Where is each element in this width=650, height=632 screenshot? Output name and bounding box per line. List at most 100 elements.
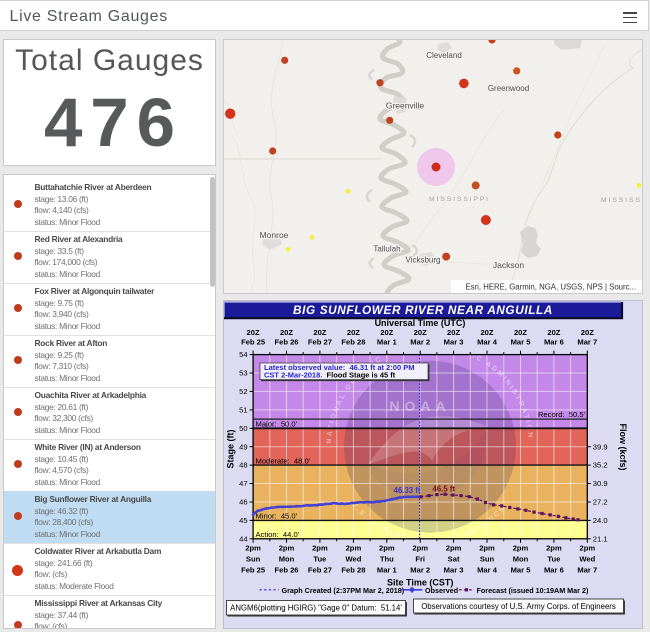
svg-text:20Z: 20Z [313,328,326,337]
svg-text:Mar 7: Mar 7 [577,566,597,575]
svg-text:46.5 ft: 46.5 ft [433,485,456,494]
svg-text:20Z: 20Z [480,328,493,337]
svg-text:2pm: 2pm [513,544,529,553]
svg-text:Moderate: 48.0': Moderate: 48.0' [256,456,311,465]
svg-text:Graph Created (2:37PM Mar 2, 2: Graph Created (2:37PM Mar 2, 2018) [282,586,405,595]
svg-text:Record: 50.5': Record: 50.5' [538,410,586,419]
svg-text:20Z: 20Z [547,328,560,337]
svg-text:Greenwood: Greenwood [488,84,529,93]
svg-text:Vicksburg: Vicksburg [406,256,441,265]
svg-text:52: 52 [239,387,247,396]
svg-text:54: 54 [239,350,247,359]
svg-text:Monroe: Monroe [260,230,289,240]
svg-text:Mon: Mon [513,555,529,564]
svg-text:Latest observed value: 46.31: Latest observed value: 46.31 ft at 2:00 … [264,363,414,372]
svg-text:39.9: 39.9 [593,442,608,451]
svg-text:2pm: 2pm [546,544,562,553]
svg-text:M I S S I S S I P P I: M I S S I S S I P P I [601,197,642,204]
svg-text:Observations courtesy of U.S.: Observations courtesy of U.S. Army Corps… [421,602,616,611]
svg-text:Fri: Fri [415,555,425,564]
svg-text:20Z: 20Z [380,328,393,337]
svg-text:Wed: Wed [579,555,595,564]
svg-text:Mon: Mon [279,555,295,564]
svg-text:CST 2-Mar-2018. Flood Stage i: CST 2-Mar-2018. Flood Stage is 45 ft [264,370,396,379]
svg-text:Sun: Sun [480,555,495,564]
svg-text:Observed: Observed [425,586,458,595]
svg-text:Mar 2: Mar 2 [410,566,430,575]
svg-text:Mar 3: Mar 3 [444,566,464,575]
svg-text:Mar 1: Mar 1 [377,338,398,347]
svg-text:49: 49 [239,442,247,451]
svg-text:Universal Time (UTC): Universal Time (UTC) [375,318,466,328]
svg-text:Feb 26: Feb 26 [274,338,298,347]
svg-text:50: 50 [239,424,247,433]
svg-text:20Z: 20Z [447,328,460,337]
svg-text:Esri, HERE, Garmin, NGA, USGS,: Esri, HERE, Garmin, NGA, USGS, NPS | Sou… [465,283,636,292]
svg-text:Feb 27: Feb 27 [308,338,332,347]
svg-text:Feb 26: Feb 26 [274,566,298,575]
svg-text:30.9: 30.9 [593,479,608,488]
svg-text:20Z: 20Z [414,328,427,337]
svg-text:Cleveland: Cleveland [426,51,462,60]
svg-text:Mar 3: Mar 3 [444,338,464,347]
svg-text:20Z: 20Z [581,328,594,337]
svg-text:48: 48 [239,461,247,470]
svg-text:Feb 28: Feb 28 [341,338,365,347]
svg-text:2pm: 2pm [312,544,328,553]
svg-text:20Z: 20Z [514,328,527,337]
svg-text:Minor: 45.0': Minor: 45.0' [256,512,298,521]
svg-text:53: 53 [239,369,247,378]
svg-text:Mar 7: Mar 7 [577,338,597,347]
svg-text:Mar 2: Mar 2 [410,338,430,347]
svg-text:46: 46 [239,498,247,507]
svg-text:2pm: 2pm [379,544,395,553]
svg-text:Wed: Wed [345,555,361,564]
svg-text:Major: 50.0': Major: 50.0' [256,420,298,429]
svg-text:Thu: Thu [380,555,394,564]
svg-text:Sun: Sun [246,555,261,564]
svg-text:2pm: 2pm [279,544,295,553]
svg-text:Tue: Tue [313,555,326,564]
svg-text:Mar 4: Mar 4 [477,566,498,575]
svg-text:21.1: 21.1 [593,534,608,543]
svg-text:Mar 1: Mar 1 [377,566,398,575]
svg-text:51: 51 [239,406,247,415]
svg-text:27.2: 27.2 [593,498,608,507]
svg-text:Mar 6: Mar 6 [544,338,564,347]
svg-text:Stage (ft): Stage (ft) [226,430,236,469]
svg-text:20Z: 20Z [280,328,293,337]
svg-text:M I S S I S S I P P I: M I S S I S S I P P I [429,196,488,203]
svg-text:Mar 5: Mar 5 [511,338,532,347]
svg-text:Feb 25: Feb 25 [241,338,266,347]
svg-text:2pm: 2pm [579,544,595,553]
svg-text:Mar 4: Mar 4 [477,338,498,347]
svg-text:ANGM6(plotting HGIRG) "Gage 0": ANGM6(plotting HGIRG) "Gage 0" Datum: 51… [230,604,402,613]
svg-text:35.2: 35.2 [593,461,608,470]
svg-text:Tallulah: Tallulah [373,245,400,254]
svg-text:Flow (kcfs): Flow (kcfs) [618,423,628,470]
svg-text:Sat: Sat [448,555,460,564]
svg-text:Tue: Tue [547,555,560,564]
svg-text:2pm: 2pm [412,544,428,553]
svg-text:Jackson: Jackson [493,260,524,270]
svg-text:Forecast (issued 10:19AM Mar 2: Forecast (issued 10:19AM Mar 2) [477,586,589,595]
svg-text:20Z: 20Z [247,328,260,337]
svg-text:Action: 44.0': Action: 44.0' [256,530,300,539]
svg-text:Feb 25: Feb 25 [241,566,266,575]
svg-text:47: 47 [239,479,247,488]
svg-text:Mar 5: Mar 5 [511,566,532,575]
svg-text:2pm: 2pm [346,544,362,553]
svg-text:45: 45 [239,516,247,525]
svg-text:Site Time (CST): Site Time (CST) [387,578,453,588]
svg-text:Feb 28: Feb 28 [341,566,365,575]
svg-text:24.0: 24.0 [593,516,608,525]
svg-text:46.33 ft: 46.33 ft [394,486,421,495]
svg-text:20Z: 20Z [347,328,360,337]
svg-text:BIG SUNFLOWER RIVER NEAR ANGUI: BIG SUNFLOWER RIVER NEAR ANGUILLA [293,303,553,317]
svg-text:Mar 6: Mar 6 [544,566,564,575]
svg-text:2pm: 2pm [446,544,462,553]
svg-text:Feb 27: Feb 27 [308,566,332,575]
svg-text:2pm: 2pm [245,544,261,553]
svg-text:Greenville: Greenville [386,101,425,111]
svg-text:44: 44 [239,534,247,543]
